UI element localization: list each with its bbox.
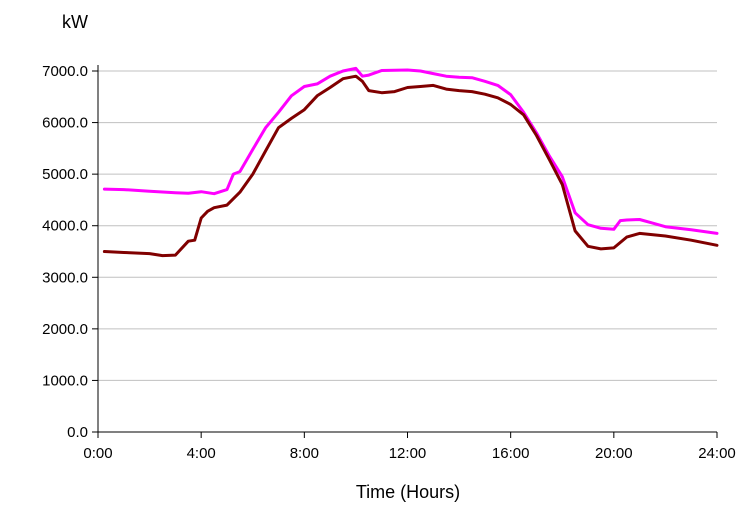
gridlines xyxy=(98,70,717,381)
y-tick-label: 5000.0 xyxy=(42,166,88,183)
tick-labels: 0.0 1000.0 2000.0 3000.0 4000.0 5000.0 6000.0 7… xyxy=(42,63,736,462)
series-line-1 xyxy=(102,66,719,235)
series-line-2 xyxy=(102,74,719,258)
x-tick-label: 4:00 xyxy=(187,445,216,462)
x-tick-label: 16:00 xyxy=(492,445,530,462)
y-tick-label: 3000.0 xyxy=(42,269,88,286)
y-tick-label: 2000.0 xyxy=(42,321,88,338)
y-axis-unit-label: kW xyxy=(62,12,88,32)
y-tick-label: 7000.0 xyxy=(42,63,88,80)
y-tick-label: 1000.0 xyxy=(42,372,88,389)
x-axis-title: Time (Hours) xyxy=(356,482,460,502)
x-tick-label: 8:00 xyxy=(290,445,319,462)
series-lines xyxy=(102,66,719,258)
axes xyxy=(92,65,718,438)
y-tick-label: 0.0 xyxy=(67,424,88,441)
x-tick-label: 12:00 xyxy=(389,445,427,462)
y-tick-label: 4000.0 xyxy=(42,218,88,235)
x-tick-label: 0:00 xyxy=(83,445,112,462)
y-tick-label: 6000.0 xyxy=(42,115,88,132)
x-tick-label: 24:00 xyxy=(698,445,736,462)
x-tick-label: 20:00 xyxy=(595,445,633,462)
